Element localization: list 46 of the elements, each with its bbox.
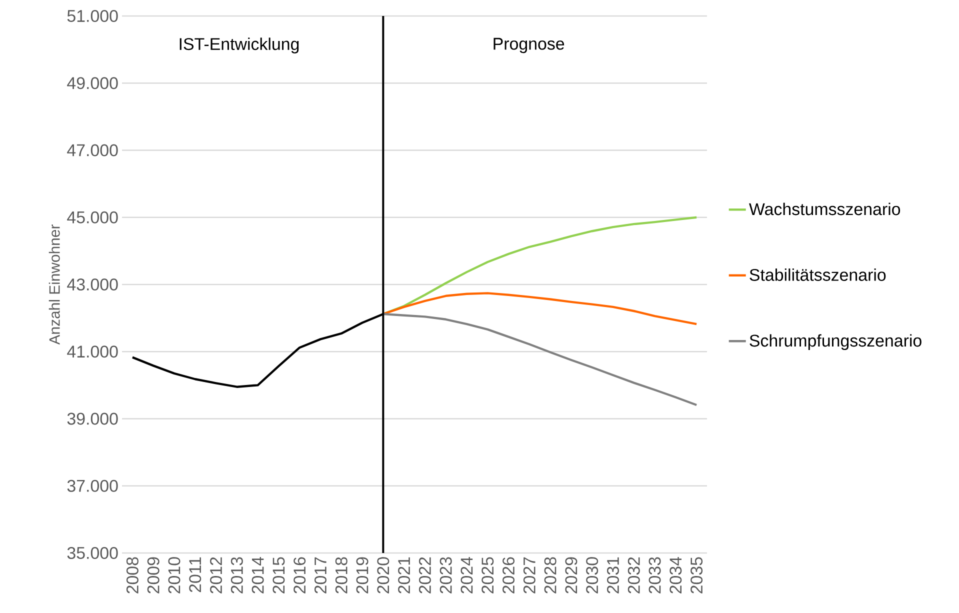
x-tick-label: 2017 <box>314 557 326 594</box>
x-tick-label: 2032 <box>628 557 640 594</box>
x-tick-label: 2035 <box>690 557 703 594</box>
annotation: IST-Entwicklung <box>180 38 299 54</box>
x-tick-label: 2009 <box>147 557 160 594</box>
x-tick-label: 2021 <box>398 557 410 594</box>
annotation: Prognose <box>494 38 564 54</box>
y-tick-label: 39.000 <box>67 412 118 425</box>
x-tick-label: 2029 <box>565 557 578 594</box>
y-axis-title: Anzahl Einwohner <box>48 224 60 345</box>
x-tick-label: 2014 <box>252 557 264 594</box>
x-tick-label: 2008 <box>126 557 138 594</box>
x-tick-label: 2020 <box>377 557 390 594</box>
x-tick-label: 2030 <box>586 557 598 594</box>
legend-label: Schrumpfungsszenario <box>750 334 922 350</box>
legend-label: Stabilitätsszenario <box>750 268 886 281</box>
y-tick-label: 49.000 <box>67 77 118 90</box>
x-tick-label: 2015 <box>272 557 285 594</box>
line-series <box>382 312 698 406</box>
y-tick-label: 35.000 <box>67 546 118 559</box>
y-tick-label: 37.000 <box>67 480 118 492</box>
line-series <box>382 292 698 326</box>
x-tick-label: 2012 <box>210 557 222 594</box>
x-tick-label: 2019 <box>356 557 368 594</box>
x-tick-label: 2011 <box>189 557 202 592</box>
y-tick-label: 51.000 <box>67 10 118 22</box>
x-tick-label: 2033 <box>648 557 661 594</box>
line-series <box>382 216 698 316</box>
x-tick-label: 2022 <box>418 557 431 594</box>
x-tick-label: 2023 <box>440 557 452 594</box>
y-tick-label: 41.000 <box>67 346 118 358</box>
y-tick-label: 47.000 <box>67 144 118 156</box>
x-tick-label: 2024 <box>460 557 473 594</box>
x-tick-label: 2034 <box>670 557 682 594</box>
x-tick-label: 2025 <box>482 557 494 594</box>
legend-label: Wachstumsszenario <box>749 202 900 216</box>
x-tick-label: 2026 <box>502 557 515 594</box>
y-tick-label: 45.000 <box>67 211 118 224</box>
x-tick-label: 2010 <box>168 557 180 594</box>
x-tick-label: 2028 <box>544 557 556 594</box>
x-tick-label: 2013 <box>230 557 243 594</box>
x-tick-label: 2018 <box>335 557 348 594</box>
x-tick-label: 2031 <box>606 557 619 594</box>
y-tick-label: 43.000 <box>67 278 118 290</box>
x-tick-label: 2027 <box>523 557 536 594</box>
x-tick-label: 2016 <box>294 557 306 594</box>
